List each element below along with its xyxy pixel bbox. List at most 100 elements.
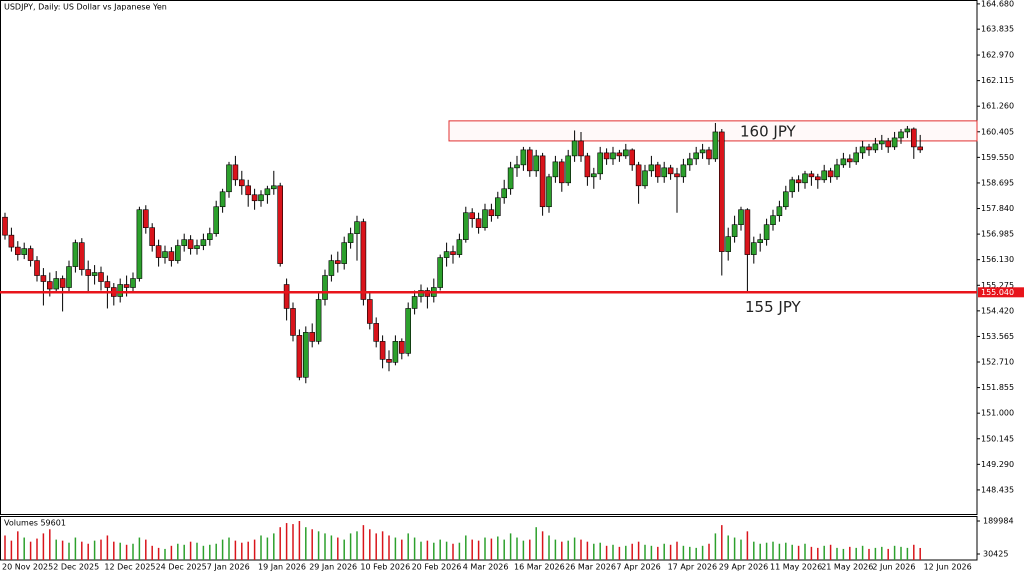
- candle-body: [770, 215, 776, 225]
- candle-body: [808, 173, 815, 178]
- candle-body: [149, 227, 155, 246]
- y-tick-label: 164.680: [981, 0, 1014, 8]
- candle-body: [565, 155, 572, 184]
- candle-body: [175, 245, 181, 261]
- candle-body: [795, 179, 802, 184]
- candle-body: [814, 176, 821, 181]
- candle-body: [469, 212, 476, 220]
- candle-body: [661, 167, 668, 178]
- y-tick-label: 153.565: [981, 332, 1014, 341]
- candle-body: [590, 173, 597, 178]
- candle-body: [526, 149, 533, 172]
- candle-body: [283, 284, 290, 309]
- y-tick-label: 152.710: [981, 358, 1014, 367]
- candle-body: [603, 152, 610, 160]
- candle-body: [405, 308, 412, 354]
- candle-body: [40, 275, 47, 282]
- candle-body: [738, 209, 744, 225]
- candle-body: [373, 323, 380, 342]
- candle-body: [802, 173, 808, 184]
- candle-body: [757, 239, 764, 243]
- candle-body: [15, 246, 21, 255]
- x-tick-label: 24 Dec 2025: [156, 563, 207, 572]
- candle-body: [546, 176, 552, 208]
- candle-body: [239, 179, 245, 187]
- y-tick-label: 156.985: [981, 230, 1014, 239]
- candle-body: [411, 296, 418, 309]
- candle-body: [827, 170, 834, 178]
- candle-body: [462, 212, 469, 240]
- candle-body: [207, 233, 213, 240]
- candle-body: [194, 245, 200, 249]
- candle-body: [635, 164, 642, 187]
- candle-body: [693, 152, 700, 160]
- candle-body: [910, 128, 917, 148]
- candle-body: [226, 164, 232, 193]
- candle-body: [853, 152, 860, 163]
- candle-body: [258, 194, 264, 202]
- candle-body: [718, 131, 725, 252]
- candle-body: [309, 332, 316, 342]
- candle-body: [712, 131, 719, 160]
- zone-label: 160 JPY: [740, 122, 797, 140]
- candle-body: [616, 152, 623, 157]
- candle-body: [507, 167, 514, 190]
- chart-title: USDJPY, Daily: US Dollar vs Japanese Yen: [4, 3, 167, 12]
- candle-body: [750, 242, 757, 255]
- x-tick-label: 12 Dec 2025: [104, 563, 155, 572]
- y-tick-label: 155.275: [981, 281, 1014, 290]
- candle-body: [744, 209, 751, 255]
- x-tick-label: 7 Jan 2026: [207, 563, 250, 572]
- x-tick-label: 21 May 2026: [821, 563, 873, 572]
- candle-body: [840, 158, 847, 166]
- x-tick-label: 2 Jun 2026: [872, 563, 915, 572]
- candle-body: [79, 242, 85, 270]
- candle-body: [533, 155, 540, 172]
- candle-body: [117, 284, 123, 297]
- candle-body: [91, 272, 98, 276]
- candle-body: [302, 332, 309, 378]
- candle-body: [789, 179, 796, 193]
- candle-body: [213, 206, 219, 234]
- candle-body: [514, 164, 520, 169]
- candle-body: [85, 269, 91, 276]
- candle-body: [181, 239, 187, 246]
- candle-body: [187, 239, 194, 249]
- candle-body: [98, 272, 104, 282]
- x-tick-label: 7 Apr 2026: [616, 563, 660, 572]
- candle-body: [200, 239, 207, 246]
- support-tag: 155.040: [981, 288, 1014, 297]
- candle-body: [488, 209, 495, 217]
- candle-body: [168, 251, 175, 261]
- support-label: 155 JPY: [745, 298, 802, 316]
- x-tick-label: 19 Jan 2026: [258, 563, 306, 572]
- candle-body: [917, 146, 924, 151]
- x-tick-label: 11 May 2026: [770, 563, 822, 572]
- y-tick-label: 149.290: [981, 460, 1014, 469]
- candle-body: [456, 239, 463, 255]
- candle-body: [341, 242, 348, 264]
- candle-body: [437, 257, 444, 288]
- candle-body: [360, 221, 367, 300]
- candle-body: [8, 234, 15, 248]
- candle-body: [264, 188, 271, 196]
- candle-body: [123, 284, 130, 288]
- candle-body: [328, 260, 335, 276]
- y-tick-label: 151.000: [981, 409, 1014, 418]
- candle-body: [46, 281, 53, 290]
- x-tick-label: 2 Dec 2025: [53, 563, 99, 572]
- volume-tick-label: 189984: [983, 516, 1014, 525]
- y-tick-label: 148.435: [981, 485, 1014, 494]
- price-panel-frame: [0, 0, 978, 515]
- x-tick-label: 26 Mar 2026: [565, 563, 616, 572]
- candle-body: [232, 164, 239, 181]
- x-tick-label: 29 Jan 2026: [309, 563, 357, 572]
- candle-body: [898, 131, 904, 139]
- candle-body: [398, 341, 405, 354]
- candle-body: [501, 188, 508, 199]
- y-tick-label: 154.420: [981, 306, 1014, 315]
- candle-body: [667, 167, 674, 175]
- candle-body: [27, 248, 34, 261]
- candle-body: [610, 152, 616, 160]
